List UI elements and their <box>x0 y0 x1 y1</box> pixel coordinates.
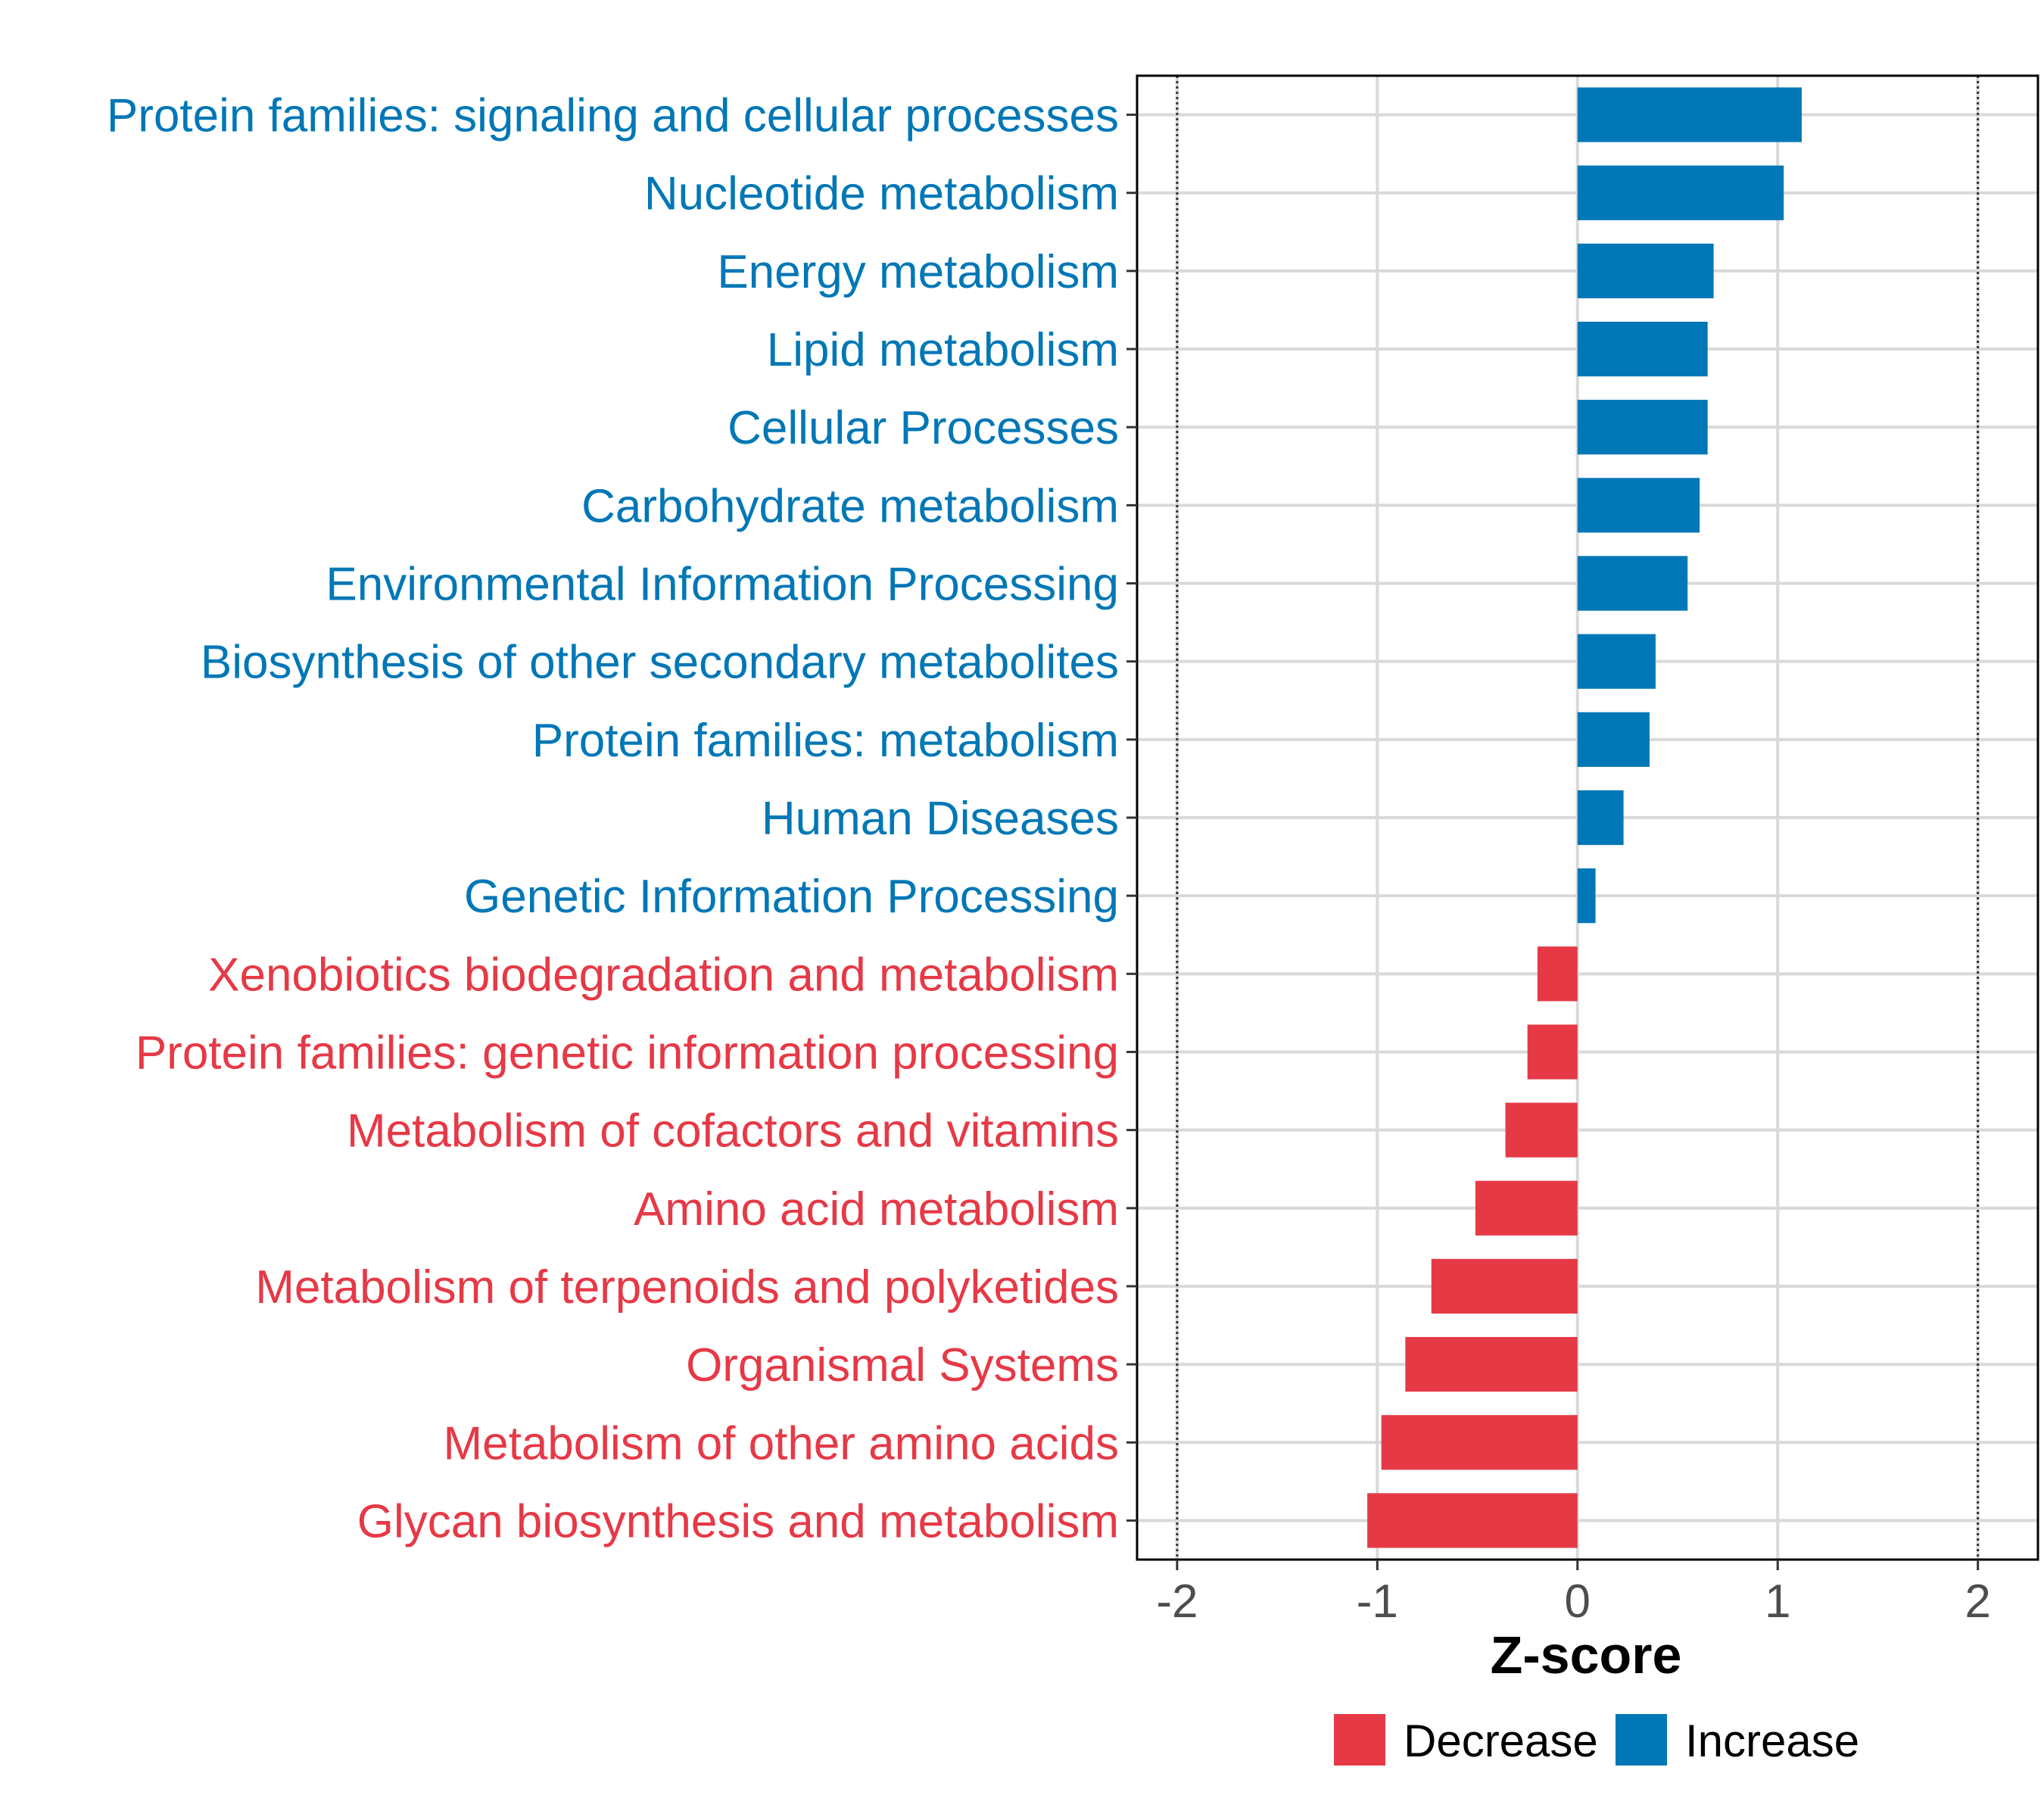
bar-increase <box>1577 478 1700 533</box>
x-tick-label: 2 <box>1965 1575 1990 1628</box>
category-label: Environmental Information Processing <box>326 559 1119 611</box>
category-label: Protein families: genetic information pr… <box>136 1027 1119 1079</box>
bar-decrease <box>1475 1180 1578 1236</box>
category-label: Cellular Processes <box>728 402 1119 454</box>
bar-increase <box>1577 634 1656 689</box>
category-label: Amino acid metabolism <box>634 1183 1119 1236</box>
bar-increase <box>1577 243 1714 298</box>
bar-increase <box>1577 321 1708 377</box>
legend-label-decrease: Decrease <box>1404 1716 1598 1766</box>
bar-decrease <box>1431 1258 1578 1314</box>
x-axis-title: Z-score <box>1491 1625 1682 1685</box>
category-label: Metabolism of cofactors and vitamins <box>347 1105 1119 1158</box>
bar-decrease <box>1537 946 1578 1002</box>
category-label: Human Diseases <box>762 793 1119 845</box>
legend: Decrease Increase <box>1334 1714 1859 1766</box>
bar-decrease <box>1405 1337 1578 1392</box>
category-labels: Protein families: signaling and cellular… <box>107 90 1119 1548</box>
category-label: Organismal Systems <box>686 1339 1119 1392</box>
category-label: Energy metabolism <box>717 246 1119 298</box>
bar-decrease <box>1381 1415 1578 1470</box>
bar-decrease <box>1527 1024 1578 1080</box>
bar-increase <box>1577 400 1708 455</box>
category-label: Biosynthesis of other secondary metaboli… <box>201 637 1119 689</box>
legend-label-increase: Increase <box>1685 1716 1859 1766</box>
x-tick-label: -2 <box>1156 1575 1198 1628</box>
category-label: Nucleotide metabolism <box>644 168 1119 220</box>
bar-increase <box>1577 87 1802 142</box>
bar-increase <box>1577 868 1596 924</box>
x-tick-label: -1 <box>1357 1575 1398 1628</box>
category-label: Lipid metabolism <box>767 324 1119 376</box>
category-label: Xenobiotics biodegradation and metabolis… <box>208 949 1119 1001</box>
category-label: Metabolism of terpenoids and polyketides <box>255 1261 1119 1314</box>
legend-key-increase <box>1616 1714 1667 1766</box>
category-label: Metabolism of other amino acids <box>443 1417 1119 1469</box>
legend-key-decrease <box>1334 1714 1385 1766</box>
x-axis-ticks <box>1176 1560 1980 1570</box>
bar-increase <box>1577 165 1784 220</box>
bar-increase <box>1577 712 1650 767</box>
x-tick-labels: -2 -1 0 1 2 <box>1156 1575 1991 1628</box>
bar-increase <box>1577 556 1688 611</box>
y-axis-ticks <box>1126 114 1137 1522</box>
bars <box>1367 87 1802 1548</box>
category-label: Genetic Information Processing <box>464 871 1119 923</box>
x-tick-label: 0 <box>1565 1575 1591 1628</box>
bar-increase <box>1577 790 1624 846</box>
bar-decrease <box>1505 1102 1578 1158</box>
category-label: Glycan biosynthesis and metabolism <box>357 1495 1119 1547</box>
reference-lines <box>1176 76 1980 1560</box>
bar-decrease <box>1367 1493 1578 1548</box>
category-label: Protein families: metabolism <box>532 715 1119 767</box>
x-tick-label: 1 <box>1765 1575 1790 1628</box>
category-label: Protein families: signaling and cellular… <box>107 90 1119 142</box>
category-label: Carbohydrate metabolism <box>581 480 1119 532</box>
